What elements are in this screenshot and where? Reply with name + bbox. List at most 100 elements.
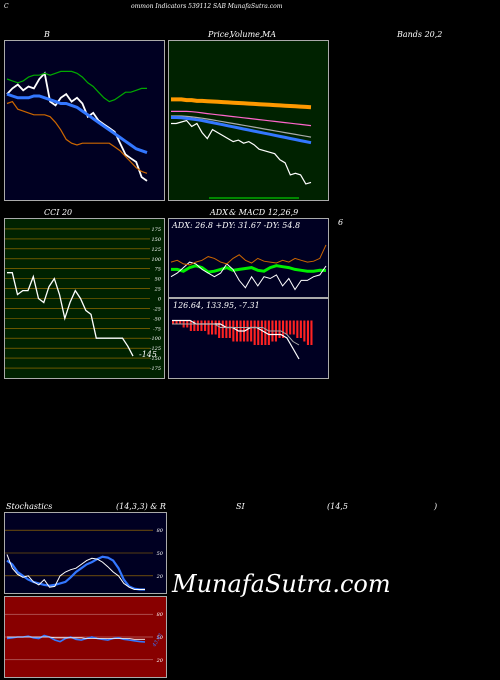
macd-macd-line: [172, 319, 300, 360]
macd-histogram-bar: [175, 320, 178, 324]
cci-tick-label: 25: [154, 287, 161, 293]
macd-histogram-bar: [200, 320, 203, 331]
macd-histogram-bar: [310, 320, 313, 345]
macd-histogram-bar: [221, 320, 224, 338]
stoch-title-b: (14,3,3) & R: [116, 502, 166, 511]
rsi-rsi-ma-line: [7, 636, 145, 640]
macd-histogram-bar: [196, 320, 199, 331]
cci-tick-label: 125: [151, 247, 161, 253]
price-title-b: Volume,: [230, 30, 263, 39]
price-volume-ma-ma-gray-line: [171, 115, 312, 138]
cci-chart: 175 150 125 100 75 50 25 0 -25 -50 -75 -100 -125 -150…: [5, 219, 164, 378]
macd-histogram-bar: [253, 320, 256, 345]
bollinger-bands-middle-line: [6, 92, 148, 155]
cci-panel: 175 150 125 100 75 50 25 0 -25 -50 -75 -100 -125 -150…: [4, 218, 165, 379]
bands-panel: [4, 40, 165, 201]
macd-histogram-bar: [204, 320, 207, 331]
macd-histogram-bar: [257, 320, 260, 345]
rsi-tick-label: 80: [157, 612, 164, 618]
adx-adx-line: [171, 264, 327, 274]
cci-tick-label: -175: [150, 366, 161, 372]
stoch-chart: 80 50 20: [5, 513, 166, 593]
cci-tick-label: 75: [155, 267, 161, 273]
bands-background: [5, 41, 164, 200]
price-title-c: MA: [262, 30, 276, 39]
bands-title: Bands 20,2: [397, 30, 443, 39]
adx-chart: [169, 219, 328, 297]
macd-histogram-bar: [285, 320, 288, 335]
bollinger-bands-close-line: [6, 71, 148, 182]
cci-cci-line: [7, 272, 134, 357]
adx-minus-di-line: [170, 244, 327, 266]
price-chart: [169, 41, 328, 200]
macd-histogram-bar: [214, 320, 217, 335]
price-volume-ma-ma-blue-line: [171, 116, 312, 145]
rsi-tick-label: 20: [156, 658, 164, 664]
macd-histogram-bar: [218, 320, 221, 338]
macd-histogram-bar: [267, 320, 270, 345]
price-panel: [168, 40, 329, 201]
macd-histogram-bar: [296, 320, 299, 338]
cci-tick-label: -25: [153, 306, 161, 312]
macd-signal-line: [172, 323, 300, 346]
macd-panel: 126.64, 133.95, -7.31: [168, 298, 329, 379]
adx-title-b: & MACD 12,26,9: [229, 208, 299, 217]
macd-histogram-bar: [235, 320, 238, 342]
stochastics-d-line: [6, 554, 145, 590]
rsi-title-c: ): [434, 502, 438, 511]
bollinger-bands-lower-line: [6, 100, 148, 174]
cci-tick-label: -75: [153, 326, 161, 332]
rsi-panel: 80 50 20 43.43: [4, 596, 167, 678]
cci-tick-label: 150: [151, 237, 161, 243]
cci-title: CCI 20: [44, 208, 73, 217]
rsi-title-b: (14,5: [327, 502, 348, 511]
rsi-title-a: SI: [236, 502, 245, 511]
adx-title-a: ADX: [210, 208, 228, 217]
cci-tick-label: 175: [151, 227, 161, 233]
macd-histogram-bar: [207, 320, 210, 335]
macd-histogram-bar: [282, 320, 285, 338]
cci-tick-label: 100: [151, 257, 161, 263]
macd-histogram-bar: [246, 320, 249, 342]
macd-histogram-bar: [306, 320, 309, 345]
macd-histogram-bar: [250, 320, 253, 342]
header-c: C: [4, 3, 9, 10]
stoch-tick-label: 20: [156, 574, 164, 580]
cci-value-label: -145: [139, 350, 157, 359]
macd-histogram-bar: [189, 320, 192, 331]
macd-histogram-bar: [299, 320, 302, 338]
adx-background: [169, 219, 328, 297]
cci-tick-label: -50: [153, 316, 162, 322]
rsi-tick-label: 50: [157, 635, 164, 641]
cci-tick-label: 50: [155, 277, 162, 283]
cci-tick-label: -125: [150, 346, 161, 352]
macd-histogram-bar: [260, 320, 263, 345]
adx-plus-di-line: [170, 261, 327, 291]
header-title: ommon Indicators 539112 SAB MunafaSutra.…: [131, 3, 283, 10]
macd-histogram-bar: [179, 320, 182, 324]
bollinger-bands-upper-line: [6, 70, 147, 103]
adx-panel: ADX: 26.8 +DY: 31.67 -DY: 54.8: [168, 218, 329, 298]
stoch-panel: 80 50 20: [4, 512, 167, 594]
watermark: MunafaSutra.com: [172, 570, 391, 598]
macd-histogram-bar: [172, 320, 175, 324]
six-label: 6: [338, 218, 344, 227]
stoch-title-a: Stochastics: [6, 502, 53, 511]
price-volume-ma-ma-orange-line: [171, 97, 312, 110]
bands-title-b: B: [44, 30, 50, 39]
adx-readout: ADX: 26.8 +DY: 31.67 -DY: 54.8: [172, 221, 301, 230]
cci-tick-label: -150: [150, 356, 162, 362]
macd-histogram-bar: [278, 320, 281, 338]
price-volume-ma-ma-pink-line: [171, 110, 312, 127]
macd-histogram-bar: [289, 320, 292, 335]
stoch-tick-label: 50: [157, 551, 164, 557]
stoch-tick-label: 80: [157, 528, 164, 534]
bands-chart: [5, 41, 164, 200]
macd-readout: 126.64, 133.95, -7.31: [173, 301, 260, 310]
stochastics-k-line: [6, 555, 145, 591]
price-volume-ma-close-line: [171, 119, 312, 185]
cci-tick-label: 0: [158, 297, 162, 303]
price-title-a: Price,: [208, 30, 232, 39]
macd-histogram-bar: [211, 320, 214, 335]
